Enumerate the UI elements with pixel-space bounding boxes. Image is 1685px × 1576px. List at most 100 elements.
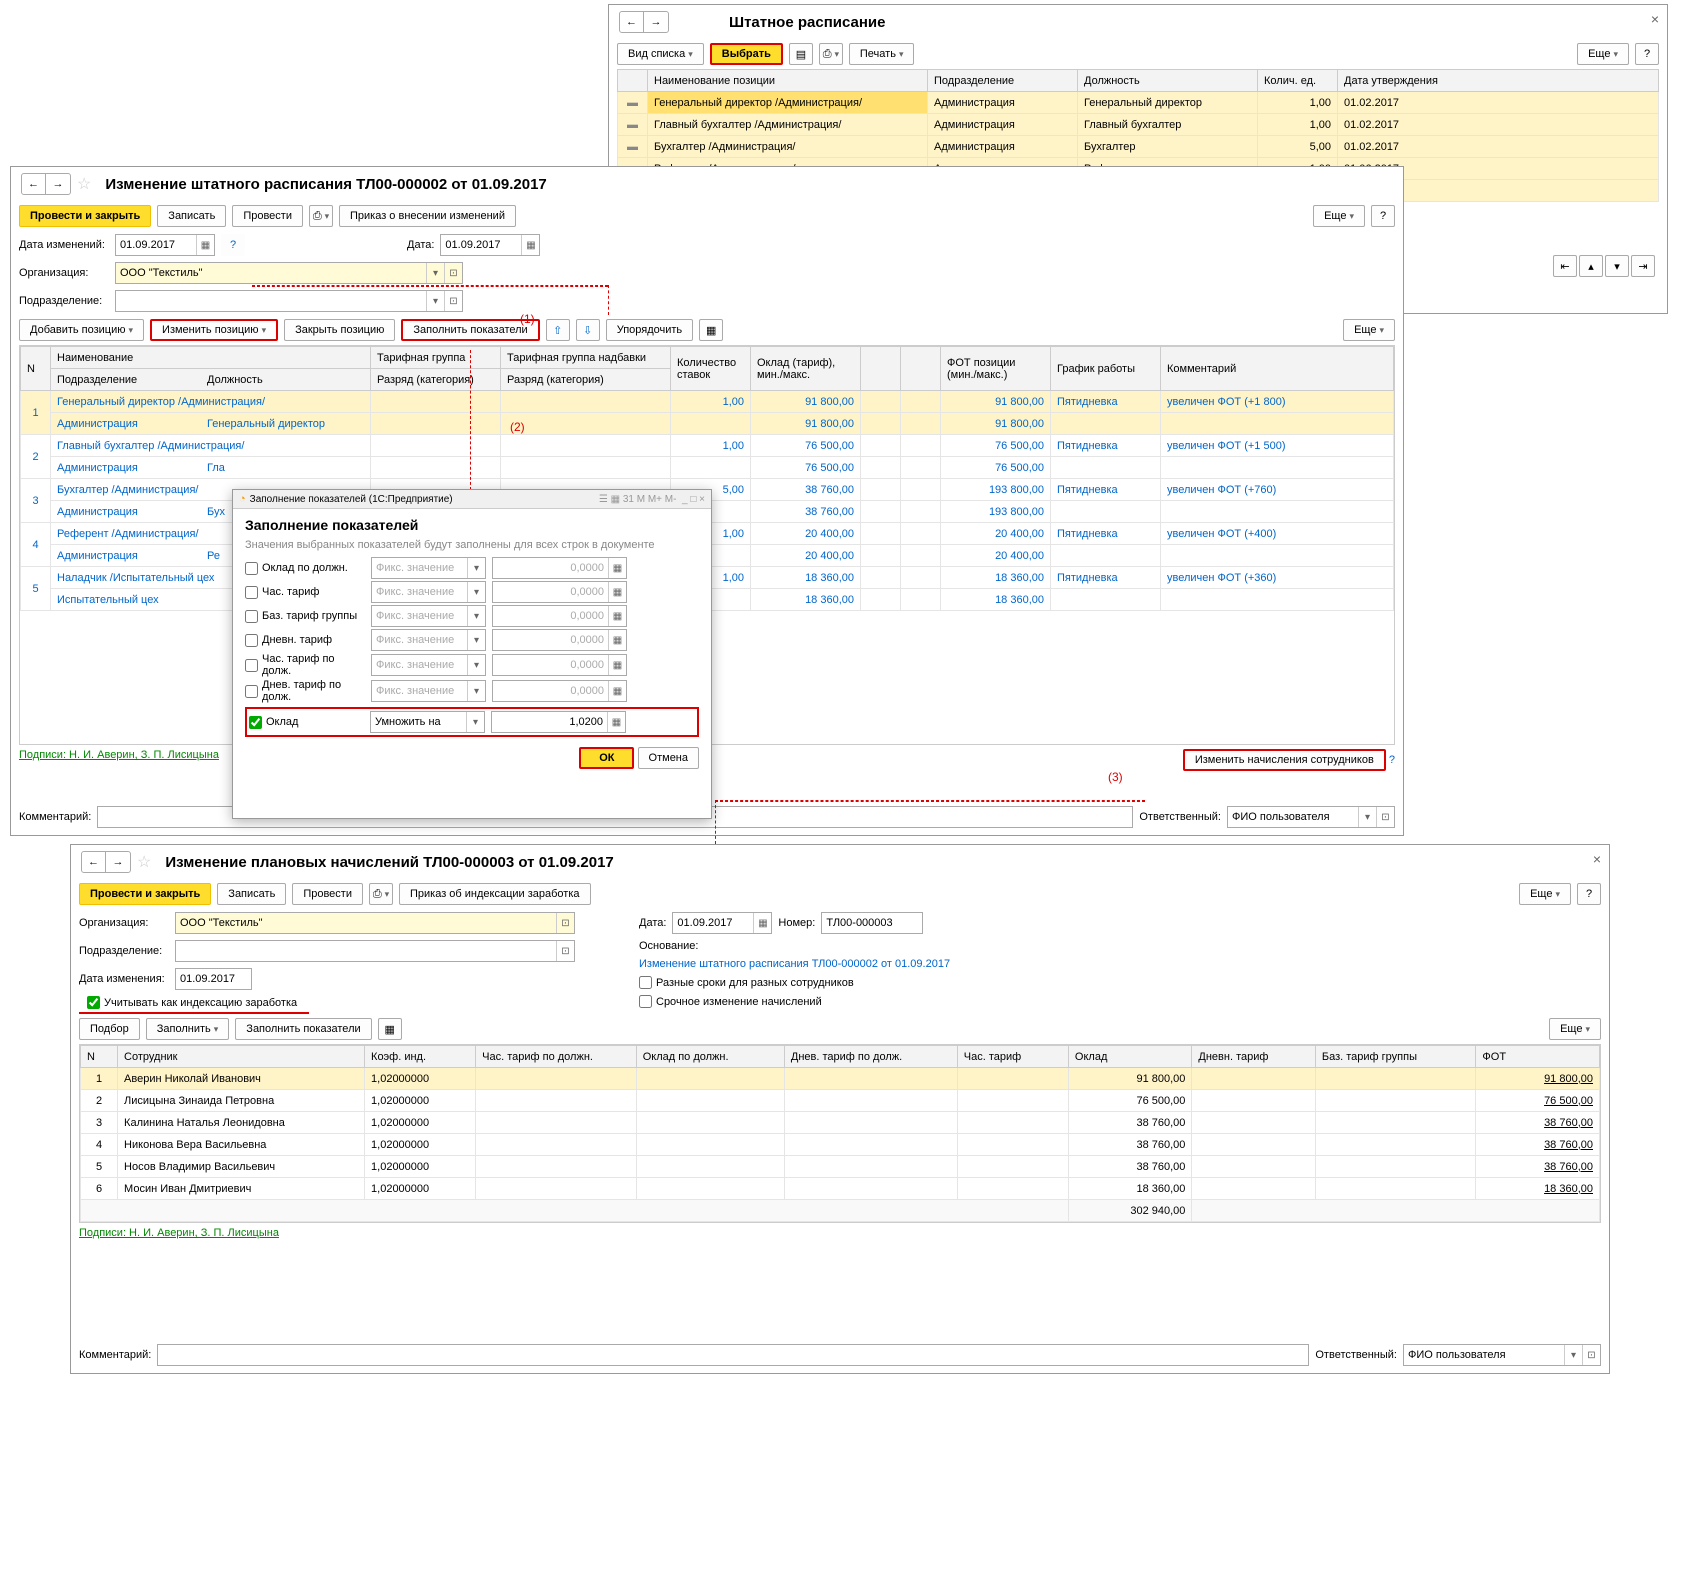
nav-down[interactable]: ▾ bbox=[1605, 255, 1629, 277]
org-drop[interactable]: ▾ bbox=[426, 263, 444, 283]
salary-val-input[interactable] bbox=[492, 712, 607, 732]
nav-back-2[interactable]: ← bbox=[22, 174, 46, 194]
urgent-check[interactable]: Срочное изменение начислений bbox=[639, 995, 822, 1008]
save-btn[interactable]: Записать bbox=[157, 205, 226, 227]
dept-input[interactable] bbox=[116, 291, 426, 311]
annot-2: (2) bbox=[510, 420, 525, 434]
order-btn[interactable]: Приказ о внесении изменений bbox=[339, 205, 516, 227]
plan-row[interactable]: 5Носов Владимир Васильевич1,0200000038 7… bbox=[81, 1156, 1600, 1178]
pick-btn[interactable]: Подбор bbox=[79, 1018, 140, 1040]
more-btn-2[interactable]: Еще bbox=[1313, 205, 1365, 227]
grid-icon[interactable]: ▦ bbox=[699, 319, 723, 341]
fill-ind-btn-2[interactable]: Заполнить показатели bbox=[235, 1018, 371, 1040]
diff-dates-check[interactable]: Разные сроки для разных сотрудников bbox=[639, 976, 854, 989]
plan-num[interactable] bbox=[822, 913, 922, 933]
dept-link[interactable]: ⊡ bbox=[444, 291, 462, 311]
cancel-btn[interactable]: Отмена bbox=[638, 747, 699, 769]
star-icon[interactable]: ☆ bbox=[77, 174, 91, 194]
ok-btn[interactable]: ОК bbox=[579, 747, 634, 769]
help-date[interactable]: ? bbox=[221, 234, 245, 256]
grid-icon-2[interactable]: ▦ bbox=[378, 1018, 402, 1040]
nav-last[interactable]: ⇥ bbox=[1631, 255, 1655, 277]
help-btn[interactable]: ? bbox=[1635, 43, 1659, 65]
change-emp-btn[interactable]: Изменить начисления сотрудников bbox=[1183, 749, 1386, 771]
staff-row[interactable]: ▬Бухгалтер /Администрация/АдминистрацияБ… bbox=[618, 136, 1659, 158]
nav-fwd-2[interactable]: → bbox=[46, 174, 70, 194]
plan-change-date[interactable] bbox=[176, 969, 251, 989]
print-btn[interactable]: Печать bbox=[849, 43, 915, 65]
multiply-input[interactable] bbox=[371, 712, 466, 732]
plan-date[interactable] bbox=[673, 913, 753, 933]
select-btn[interactable]: Выбрать bbox=[710, 43, 783, 65]
col-dept[interactable]: Подразделение bbox=[928, 70, 1078, 92]
more-btn[interactable]: Еще bbox=[1577, 43, 1629, 65]
plan-order[interactable]: Приказ об индексации заработка bbox=[399, 883, 591, 905]
star-icon-2[interactable]: ☆ bbox=[137, 852, 151, 872]
dept-drop[interactable]: ▾ bbox=[426, 291, 444, 311]
more-btn-3[interactable]: Еще bbox=[1343, 319, 1395, 341]
icon-btn-2[interactable]: ⎙ bbox=[819, 43, 843, 65]
resp-input[interactable] bbox=[1228, 807, 1358, 827]
org-input[interactable] bbox=[116, 263, 426, 283]
close-icon[interactable]: × bbox=[1651, 11, 1659, 27]
view-list-btn[interactable]: Вид списка bbox=[617, 43, 704, 65]
signers-link[interactable]: Подписи: Н. И. Аверин, З. П. Лисицына bbox=[19, 749, 219, 761]
index-check[interactable]: Учитывать как индексацию заработка bbox=[87, 996, 297, 1009]
change-row-sub[interactable]: АдминистрацияГла76 500,0076 500,00 bbox=[21, 457, 1394, 479]
plan-help[interactable]: ? bbox=[1577, 883, 1601, 905]
plan-row[interactable]: 6Мосин Иван Дмитриевич1,0200000018 360,0… bbox=[81, 1178, 1600, 1200]
plan-post[interactable]: Провести bbox=[292, 883, 363, 905]
calendar-icon-2[interactable]: ▦ bbox=[521, 235, 539, 255]
change-row[interactable]: 2Главный бухгалтер /Администрация/1,0076… bbox=[21, 435, 1394, 457]
nav-up[interactable]: ▴ bbox=[1579, 255, 1603, 277]
sort-btn[interactable]: Упорядочить bbox=[606, 319, 693, 341]
down-btn[interactable]: ⇩ bbox=[576, 319, 600, 341]
col-pos[interactable]: Должность bbox=[1078, 70, 1258, 92]
nav-fwd-3[interactable]: → bbox=[106, 852, 130, 872]
calendar-icon[interactable]: ▦ bbox=[196, 235, 214, 255]
plan-icon[interactable]: ⎙ bbox=[369, 883, 393, 905]
plan-title: Изменение плановых начислений ТЛ00-00000… bbox=[165, 854, 613, 871]
plan-more[interactable]: Еще bbox=[1519, 883, 1571, 905]
plan-post-close[interactable]: Провести и закрыть bbox=[79, 883, 211, 905]
salary-check[interactable]: Оклад bbox=[249, 716, 364, 729]
fill-btn[interactable]: Заполнить bbox=[146, 1018, 230, 1040]
org-link[interactable]: ⊡ bbox=[444, 263, 462, 283]
staff-row[interactable]: ▬Главный бухгалтер /Администрация/Админи… bbox=[618, 114, 1659, 136]
plan-row[interactable]: 1Аверин Николай Иванович1,0200000091 800… bbox=[81, 1068, 1600, 1090]
plan-org[interactable] bbox=[176, 913, 556, 933]
plan-comment[interactable] bbox=[158, 1345, 1308, 1365]
fill-ind-btn[interactable]: Заполнить показатели bbox=[401, 319, 539, 341]
add-pos-btn[interactable]: Добавить позицию bbox=[19, 319, 144, 341]
nav-back[interactable]: ← bbox=[620, 12, 644, 32]
plan-dept[interactable] bbox=[176, 941, 556, 961]
close-icon-3[interactable]: × bbox=[1593, 851, 1601, 867]
date2-input[interactable] bbox=[441, 235, 521, 255]
icon-btn-3[interactable]: ⎙ bbox=[309, 205, 333, 227]
nav-back-3[interactable]: ← bbox=[82, 852, 106, 872]
col-date[interactable]: Дата утверждения bbox=[1338, 70, 1659, 92]
staff-row[interactable]: ▬Генеральный директор /Администрация/Адм… bbox=[618, 92, 1659, 114]
close-pos-btn[interactable]: Закрыть позицию bbox=[284, 319, 395, 341]
plan-resp[interactable] bbox=[1404, 1345, 1564, 1365]
post-btn[interactable]: Провести bbox=[232, 205, 303, 227]
plan-row[interactable]: 2Лисицына Зинаида Петровна1,0200000076 5… bbox=[81, 1090, 1600, 1112]
icon-btn-1[interactable]: ▤ bbox=[789, 43, 813, 65]
change-row-sub[interactable]: АдминистрацияГенеральный директор91 800,… bbox=[21, 413, 1394, 435]
date-input[interactable] bbox=[116, 235, 196, 255]
up-btn[interactable]: ⇧ bbox=[546, 319, 570, 341]
post-close-btn[interactable]: Провести и закрыть bbox=[19, 205, 151, 227]
col-qty[interactable]: Колич. ед. bbox=[1258, 70, 1338, 92]
nav-fwd[interactable]: → bbox=[644, 12, 668, 32]
plan-more-2[interactable]: Еще bbox=[1549, 1018, 1601, 1040]
plan-row[interactable]: 4Никонова Вера Васильевна1,0200000038 76… bbox=[81, 1134, 1600, 1156]
change-pos-btn[interactable]: Изменить позицию bbox=[150, 319, 278, 341]
col-name[interactable]: Наименование позиции bbox=[648, 70, 928, 92]
plan-signers[interactable]: Подписи: Н. И. Аверин, З. П. Лисицына bbox=[79, 1227, 279, 1239]
plan-row[interactable]: 3Калинина Наталья Леонидовна1,0200000038… bbox=[81, 1112, 1600, 1134]
nav-first[interactable]: ⇤ bbox=[1553, 255, 1577, 277]
help-btn-2[interactable]: ? bbox=[1371, 205, 1395, 227]
base-link[interactable]: Изменение штатного расписания ТЛ00-00000… bbox=[639, 958, 950, 970]
plan-save[interactable]: Записать bbox=[217, 883, 286, 905]
change-row[interactable]: 1Генеральный директор /Администрация/1,0… bbox=[21, 391, 1394, 413]
